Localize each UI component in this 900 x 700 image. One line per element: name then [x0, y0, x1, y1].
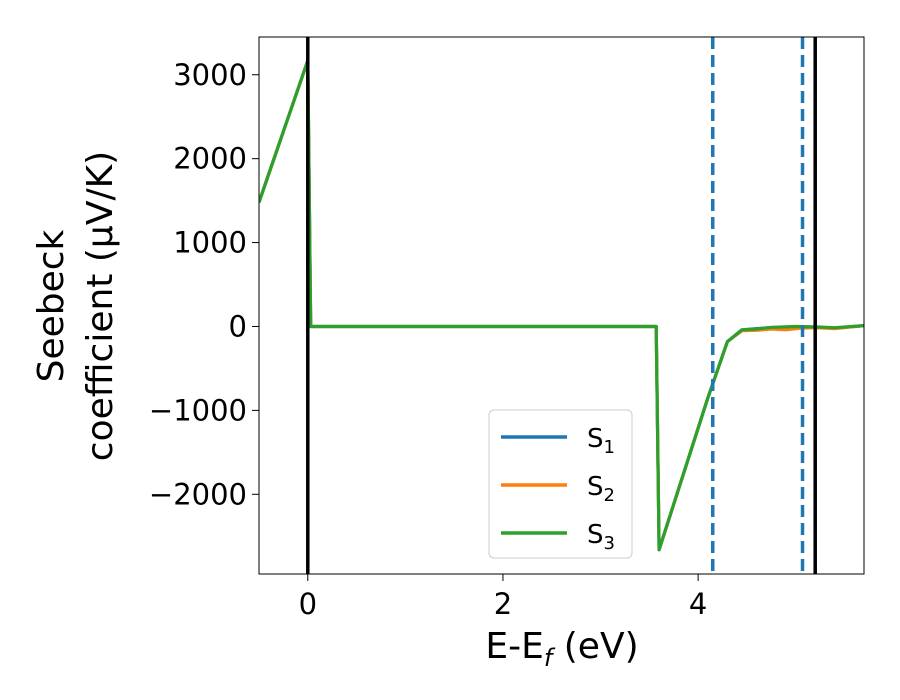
plot-area [258, 36, 865, 575]
x-tick-label: 0 [299, 587, 317, 621]
y-axis-ticks: −2000 −1000 0 1000 2000 3000 [149, 58, 259, 511]
y-tick-label: −1000 [149, 393, 247, 427]
legend-label-s2: S2 [587, 472, 615, 506]
y-axis-label-line2: coefficient (μV/K) [80, 151, 121, 461]
legend-label-s3: S3 [587, 520, 615, 554]
y-tick-label: 2000 [173, 142, 247, 176]
legend: S1 S2 S3 [488, 409, 633, 559]
y-tick-label: −2000 [149, 477, 247, 511]
y-tick-label: 1000 [173, 226, 247, 260]
x-axis-label: E-Ef (eV) [485, 626, 638, 672]
x-axis-ticks: 0 2 4 [299, 574, 707, 621]
y-tick-label: 0 [229, 309, 247, 343]
y-axis-label-line1: Seebeck [31, 229, 72, 382]
y-tick-label: 3000 [173, 58, 247, 92]
plot-frame [258, 36, 865, 575]
plot-content [259, 37, 864, 574]
x-tick-label: 2 [494, 587, 512, 621]
x-tick-label: 4 [689, 587, 707, 621]
legend-label-s1: S1 [587, 424, 615, 458]
series-line-s3 [259, 58, 864, 552]
